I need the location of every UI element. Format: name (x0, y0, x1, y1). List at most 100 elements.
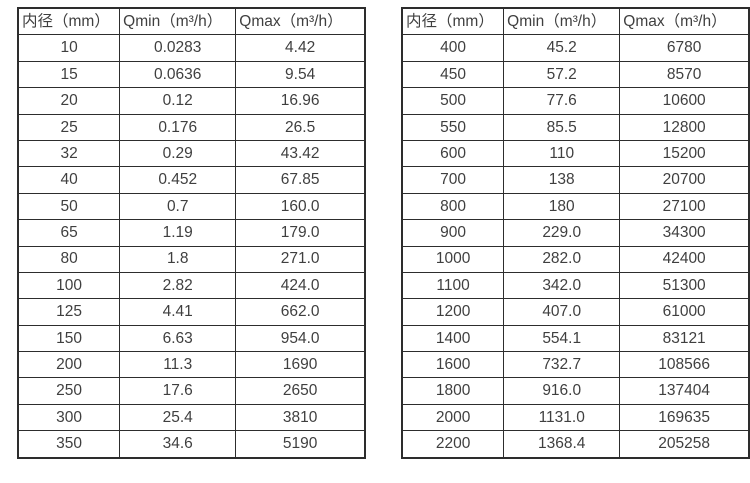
column-header: Qmax（m³/h） (235, 7, 366, 36)
table-cell: 400 (401, 34, 505, 62)
table-cell: 43.42 (235, 139, 366, 168)
table-cell: 15 (17, 60, 121, 89)
table-cell: 271.0 (235, 245, 366, 273)
table-cell: 900 (401, 219, 505, 247)
table-row: 200 11.3 1690 (17, 351, 366, 379)
table-cell: 200 (17, 351, 121, 379)
table-cell: 27100 (619, 192, 750, 221)
table-cell: 10600 (619, 87, 750, 115)
table-cell: 2650 (235, 377, 366, 405)
table-row: 65 1.19 179.0 (17, 219, 366, 247)
table-cell: 1800 (401, 377, 505, 405)
table-row: 1000 282.0 42400 (401, 245, 750, 273)
table-cell: 137404 (619, 377, 750, 405)
table-cell: 342.0 (503, 271, 621, 300)
table-cell: 732.7 (503, 351, 621, 379)
table-cell: 100 (17, 271, 121, 300)
table-cell: 1600 (401, 351, 505, 379)
table-cell: 954.0 (235, 324, 366, 353)
table-cell: 179.0 (235, 219, 366, 247)
table-cell: 17.6 (119, 377, 237, 405)
table-cell: 1368.4 (503, 430, 621, 459)
column-header: 内径（mm） (17, 7, 121, 36)
table-row: 40 0.452 67.85 (17, 166, 366, 194)
table-cell: 1690 (235, 351, 366, 379)
table-cell: 1.8 (119, 245, 237, 273)
table-cell: 5190 (235, 430, 366, 459)
table-row: 20 0.12 16.96 (17, 87, 366, 115)
table-cell: 34.6 (119, 430, 237, 459)
table-cell: 83121 (619, 324, 750, 353)
column-header: Qmin（m³/h） (119, 7, 237, 36)
table-cell: 1100 (401, 271, 505, 300)
column-header: Qmax（m³/h） (619, 7, 750, 36)
header-row: 内径（mm） Qmin（m³/h） Qmax（m³/h） (17, 7, 366, 36)
table-cell: 2000 (401, 403, 505, 432)
table-cell: 916.0 (503, 377, 621, 405)
table-cell: 61000 (619, 298, 750, 326)
table-cell: 26.5 (235, 113, 366, 141)
table-row: 550 85.5 12800 (401, 113, 750, 141)
table-cell: 11.3 (119, 351, 237, 379)
table-cell: 6780 (619, 34, 750, 62)
table-cell: 0.12 (119, 87, 237, 115)
table-cell: 85.5 (503, 113, 621, 141)
table-cell: 1131.0 (503, 403, 621, 432)
table-cell: 180 (503, 192, 621, 221)
table-row: 32 0.29 43.42 (17, 139, 366, 168)
table-cell: 9.54 (235, 60, 366, 89)
table-row: 400 45.2 6780 (401, 34, 750, 62)
table-cell: 800 (401, 192, 505, 221)
table-cell: 282.0 (503, 245, 621, 273)
table-row: 2000 1131.0 169635 (401, 403, 750, 432)
table-cell: 0.452 (119, 166, 237, 194)
table-cell: 34300 (619, 219, 750, 247)
table-cell: 424.0 (235, 271, 366, 300)
table-row: 100 2.82 424.0 (17, 271, 366, 300)
table-cell: 600 (401, 139, 505, 168)
table-cell: 110 (503, 139, 621, 168)
table-cell: 1200 (401, 298, 505, 326)
table-cell: 45.2 (503, 34, 621, 62)
table-cell: 229.0 (503, 219, 621, 247)
table-row: 1100 342.0 51300 (401, 271, 750, 300)
table-cell: 2200 (401, 430, 505, 459)
table-cell: 1400 (401, 324, 505, 353)
table-cell: 25.4 (119, 403, 237, 432)
table-row: 300 25.4 3810 (17, 403, 366, 432)
table-cell: 6.63 (119, 324, 237, 353)
table-cell: 25 (17, 113, 121, 141)
table-row: 80 1.8 271.0 (17, 245, 366, 273)
table-row: 350 34.6 5190 (17, 430, 366, 459)
table-cell: 0.7 (119, 192, 237, 221)
table-cell: 65 (17, 219, 121, 247)
table-cell: 138 (503, 166, 621, 194)
table-row: 1600 732.7 108566 (401, 351, 750, 379)
table-cell: 51300 (619, 271, 750, 300)
table-row: 1800 916.0 137404 (401, 377, 750, 405)
table-cell: 50 (17, 192, 121, 221)
table-cell: 20 (17, 87, 121, 115)
table-cell: 42400 (619, 245, 750, 273)
table-cell: 77.6 (503, 87, 621, 115)
table-cell: 700 (401, 166, 505, 194)
table-cell: 10 (17, 34, 121, 62)
table-cell: 4.41 (119, 298, 237, 326)
table-row: 2200 1368.4 205258 (401, 430, 750, 459)
table-cell: 554.1 (503, 324, 621, 353)
table-cell: 12800 (619, 113, 750, 141)
flow-table-small-diameters: 内径（mm） Qmin（m³/h） Qmax（m³/h） 10 0.0283 4.42 1… (17, 7, 366, 459)
table-row: 600 110 15200 (401, 139, 750, 168)
table-row: 500 77.6 10600 (401, 87, 750, 115)
table-cell: 20700 (619, 166, 750, 194)
table-row: 15 0.0636 9.54 (17, 60, 366, 89)
flow-table-large-diameters: 内径（mm） Qmin（m³/h） Qmax（m³/h） 400 45.2 6780 45… (401, 7, 750, 459)
header-row: 内径（mm） Qmin（m³/h） Qmax（m³/h） (401, 7, 750, 36)
table-cell: 1000 (401, 245, 505, 273)
table-row: 1200 407.0 61000 (401, 298, 750, 326)
table-cell: 4.42 (235, 34, 366, 62)
table-row: 25 0.176 26.5 (17, 113, 366, 141)
table-cell: 67.85 (235, 166, 366, 194)
table-cell: 40 (17, 166, 121, 194)
table-cell: 350 (17, 430, 121, 459)
